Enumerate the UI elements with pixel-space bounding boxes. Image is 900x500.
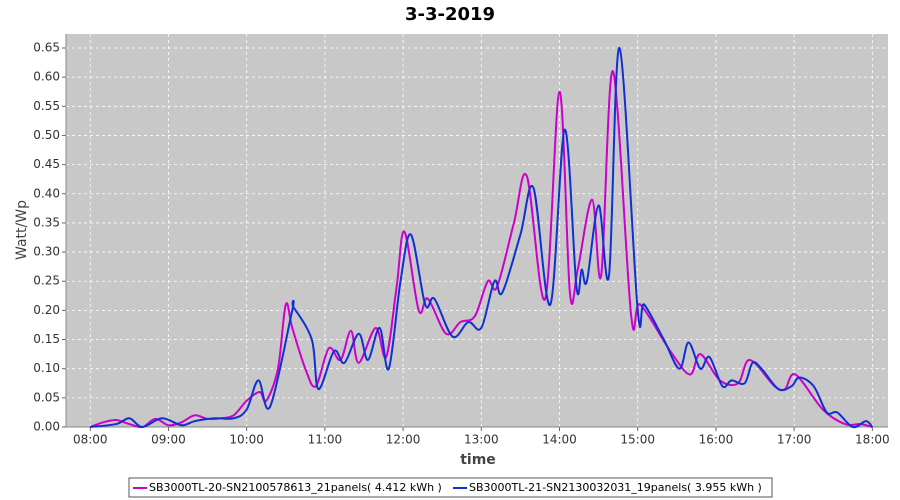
y-tick-label: 0.20: [33, 303, 60, 317]
x-tick-label: 15:00: [620, 433, 655, 447]
x-tick-label: 10:00: [229, 433, 264, 447]
plot-area: [66, 34, 888, 427]
legend-label: SB3000TL-20-SN2100578613_21panels( 4.412…: [149, 481, 442, 494]
x-tick-label: 16:00: [699, 433, 734, 447]
y-tick-label: 0.00: [33, 420, 60, 434]
y-tick-label: 0.10: [33, 361, 60, 375]
y-tick-label: 0.45: [33, 157, 60, 171]
y-tick-label: 0.40: [33, 186, 60, 200]
y-tick-label: 0.35: [33, 215, 60, 229]
chart-title: 3-3-2019: [405, 4, 495, 25]
y-tick-label: 0.65: [33, 40, 60, 54]
y-tick-label: 0.05: [33, 390, 60, 404]
x-tick-label: 18:00: [855, 433, 890, 447]
legend-box: [128, 477, 773, 498]
x-tick-label: 13:00: [464, 433, 499, 447]
y-tick-label: 0.55: [33, 99, 60, 113]
series-line: [89, 70, 873, 429]
legend-label: SB3000TL-21-SN2130032031_19panels( 3.955…: [469, 481, 762, 494]
y-tick-label: 0.50: [33, 128, 60, 142]
x-tick-label: 17:00: [777, 433, 812, 447]
x-tick-label: 09:00: [151, 433, 186, 447]
y-axis-label: Watt/Wp: [14, 200, 30, 260]
x-tick-label: 08:00: [73, 433, 108, 447]
x-tick-label: 11:00: [308, 433, 343, 447]
series-line: [90, 46, 874, 429]
y-tick-label: 0.60: [33, 70, 60, 84]
y-tick-label: 0.25: [33, 274, 60, 288]
y-tick-label: 0.15: [33, 332, 60, 346]
x-tick-label: 14:00: [542, 433, 577, 447]
x-axis-label: time: [460, 452, 496, 468]
x-tick-label: 12:00: [386, 433, 421, 447]
y-tick-label: 0.30: [33, 245, 60, 259]
